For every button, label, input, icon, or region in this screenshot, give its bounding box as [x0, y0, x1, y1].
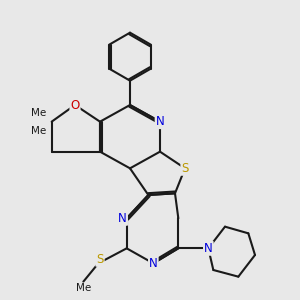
Text: Me: Me [76, 283, 91, 293]
Text: S: S [181, 162, 189, 175]
Text: Me: Me [32, 108, 47, 118]
Text: S: S [96, 253, 104, 266]
Text: O: O [70, 98, 80, 112]
Text: N: N [156, 115, 164, 128]
Text: N: N [118, 212, 127, 225]
Text: Me: Me [32, 126, 47, 136]
Text: N: N [204, 242, 213, 255]
Text: N: N [149, 257, 158, 270]
